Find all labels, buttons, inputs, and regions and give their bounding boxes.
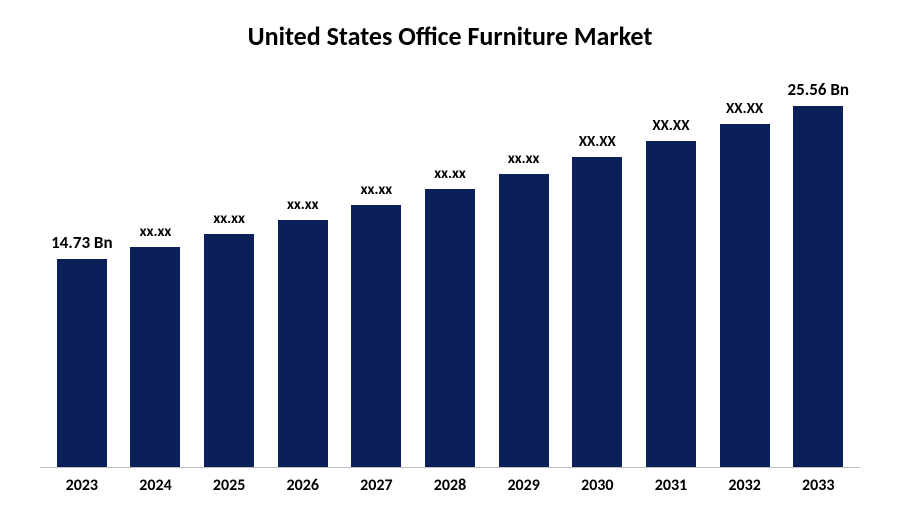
bar-value-label: 14.73 Bn xyxy=(51,232,113,253)
bar xyxy=(793,106,843,467)
x-axis: 2023202420252026202720282029203020312032… xyxy=(40,468,860,495)
bar xyxy=(720,124,770,467)
bar-value-label: xx.xx xyxy=(508,150,540,168)
bar-slot: 25.56 Bn xyxy=(781,72,855,467)
x-tick-label: 2028 xyxy=(413,476,487,495)
x-tick-label: 2033 xyxy=(781,476,855,495)
x-tick-label: 2024 xyxy=(119,476,193,495)
x-tick-label: 2029 xyxy=(487,476,561,495)
bar xyxy=(572,157,622,467)
bar xyxy=(204,234,254,467)
bar-slot: XX.XX xyxy=(708,72,782,467)
bars-area: 14.73 Bn xx.xx xx.xx xx.xx xx.xx xx.xx xx.xx XX… xyxy=(40,72,860,468)
x-tick-label: 2025 xyxy=(192,476,266,495)
bar-slot: xx.xx xyxy=(119,72,193,467)
bar xyxy=(646,141,696,467)
bar-value-label: 25.56 Bn xyxy=(787,79,849,100)
bar-slot: xx.xx xyxy=(266,72,340,467)
bar xyxy=(278,220,328,467)
x-tick-label: 2032 xyxy=(708,476,782,495)
x-tick-label: 2030 xyxy=(560,476,634,495)
bar xyxy=(57,259,107,467)
bar xyxy=(499,174,549,467)
plot-area: 14.73 Bn xx.xx xx.xx xx.xx xx.xx xx.xx xx.xx XX… xyxy=(40,72,860,495)
bar-value-label: xx.xx xyxy=(287,196,319,214)
bar-value-label: xx.xx xyxy=(361,181,393,199)
bar-value-label: xx.xx xyxy=(140,223,172,241)
bar-value-label: XX.XX xyxy=(726,100,763,118)
bar-value-label: xx.xx xyxy=(213,210,245,228)
bar-value-label: xx.xx xyxy=(434,165,466,183)
bar xyxy=(425,189,475,467)
bar-value-label: XX.XX xyxy=(652,117,689,135)
bar-slot: xx.xx xyxy=(192,72,266,467)
bar-slot: XX.XX xyxy=(560,72,634,467)
bar xyxy=(130,247,180,467)
chart-title: United States Office Furniture Market xyxy=(40,20,860,52)
x-tick-label: 2031 xyxy=(634,476,708,495)
bar xyxy=(351,205,401,467)
bar-slot: xx.xx xyxy=(340,72,414,467)
x-tick-label: 2026 xyxy=(266,476,340,495)
x-tick-label: 2023 xyxy=(45,476,119,495)
bar-slot: xx.xx xyxy=(487,72,561,467)
bar-value-label: XX.XX xyxy=(579,133,616,151)
bar-slot: 14.73 Bn xyxy=(45,72,119,467)
bar-slot: xx.xx xyxy=(413,72,487,467)
chart-container: United States Office Furniture Market 14… xyxy=(0,0,900,525)
x-tick-label: 2027 xyxy=(340,476,414,495)
bar-slot: XX.XX xyxy=(634,72,708,467)
